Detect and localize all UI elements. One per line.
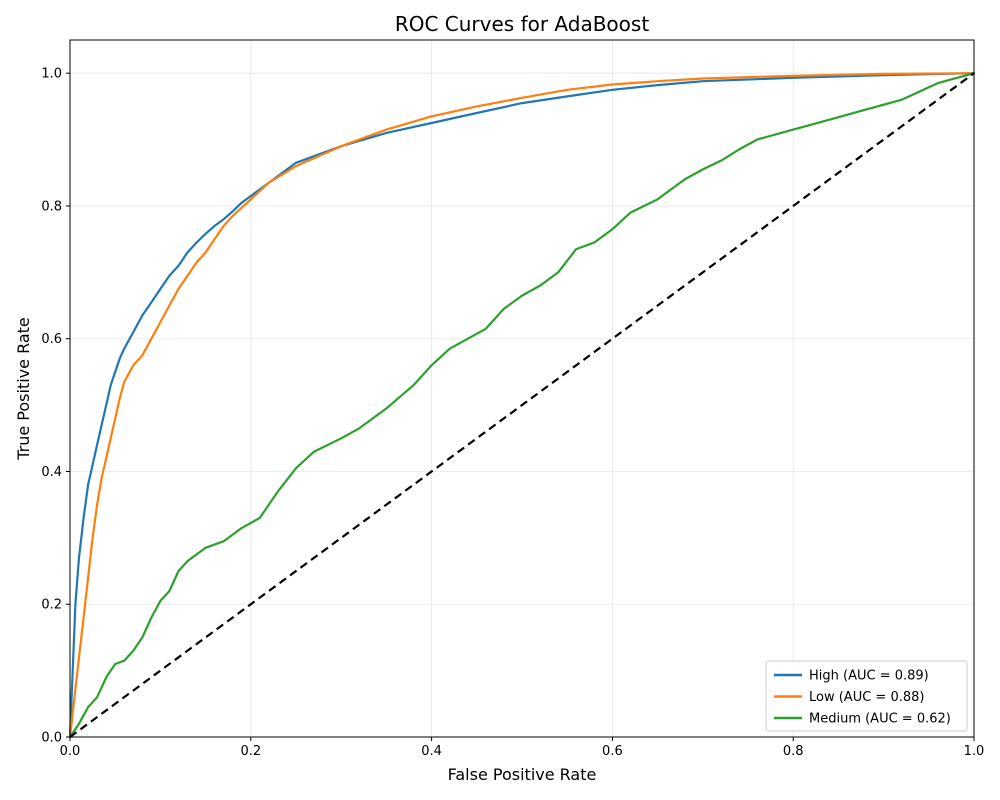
series-line-0 — [68, 72, 976, 739]
y-axis-title: True Positive Rate — [14, 317, 33, 461]
legend-label: High (AUC = 0.89) — [809, 669, 929, 684]
y-tick-label: 0.6 — [41, 332, 62, 347]
x-tick-label: 0.6 — [602, 744, 623, 759]
x-tick-label: 0.8 — [783, 744, 804, 759]
x-tick-label: 0.0 — [60, 744, 81, 759]
chart-title: ROC Curves for AdaBoost — [395, 12, 649, 36]
legend-label: Low (AUC = 0.88) — [809, 690, 924, 705]
x-tick-label: 1.0 — [964, 744, 985, 759]
x-tick-label: 0.4 — [421, 744, 442, 759]
plot-area-frame — [69, 39, 975, 738]
legend: High (AUC = 0.89) Low (AUC = 0.88) Medium … — [765, 660, 968, 732]
grid — [69, 40, 975, 738]
x-tick-label: 0.2 — [240, 744, 261, 759]
series-layer — [68, 72, 976, 739]
reference-diagonal-line — [69, 72, 975, 738]
series-line-1 — [68, 72, 976, 739]
legend-label: Medium (AUC = 0.62) — [809, 712, 951, 727]
y-tick-label: 0.0 — [41, 731, 62, 746]
series-line-2 — [68, 72, 976, 739]
legend-box — [765, 660, 968, 732]
x-axis-title: False Positive Rate — [448, 765, 597, 784]
y-tick-label: 1.0 — [41, 67, 62, 82]
y-tick-label: 0.8 — [41, 199, 62, 214]
y-tick-label: 0.2 — [41, 598, 62, 613]
y-tick-label: 0.4 — [41, 465, 62, 480]
tick-layer: 0.0 0.2 0.4 0.6 0.8 1.0 0.0 0.2 0.4 0.6 0.8 1.0 — [41, 67, 984, 759]
